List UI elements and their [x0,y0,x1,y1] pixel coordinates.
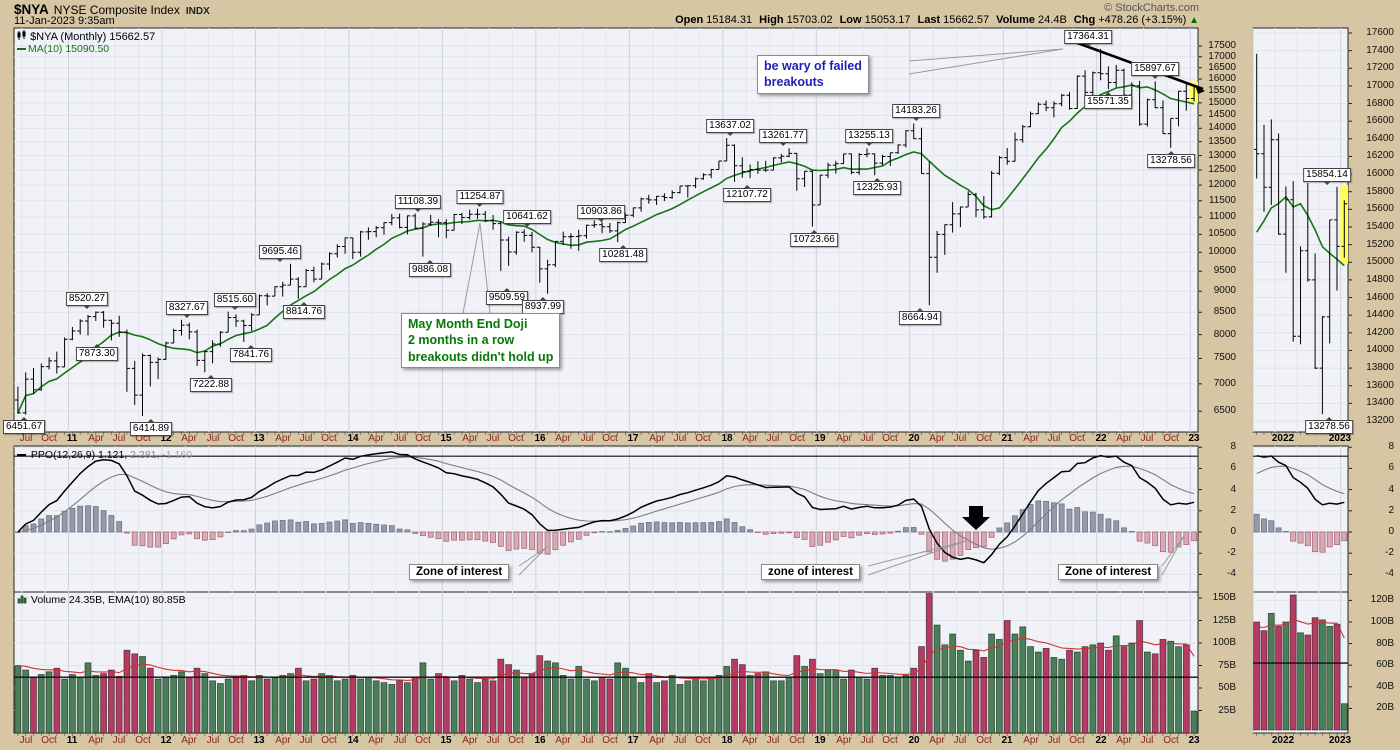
volume-legend: Volume 24.35B, EMA(10) 80.85B [17,594,186,606]
quote-strip: Open 15184.31 High 15703.02 Low 15053.17 La… [668,14,1199,26]
ma10-line [17,84,1195,414]
ppo-hist-value: -1.160 [162,449,193,461]
ohlc-bars [14,48,1198,416]
quote-label-chg: Chg [1073,14,1096,26]
quote-value-volume: 24.4B [1034,14,1067,26]
main-price-plot [14,48,1198,416]
volume-icon [17,595,27,604]
volume-legend-text: Volume 24.35B, [30,594,106,606]
quote-value-last: 15662.57 [940,14,990,26]
index-name: NYSE Composite Index [53,3,180,17]
side-ohlc-bars [1253,53,1348,415]
ppo-line [17,451,1195,564]
copyright: © StockCharts.com [1104,2,1199,14]
ppo-signal-value: 2.281, [130,449,160,461]
ppo-value: 1.121, [98,449,128,461]
main-legend-text: $NYA (Monthly) 15662.57 [30,31,156,43]
quote-label-high: High [759,14,784,26]
change-up-arrow-icon: ▲ [1186,15,1199,26]
side-price-plot [1253,53,1348,415]
quote-value-high: 15703.02 [783,14,833,26]
quote-value-chg: +478.26 (+3.15%) [1095,14,1187,26]
trendline-arrowhead [1195,85,1205,94]
volume-ema-line [17,637,1195,681]
ma-legend-text: MA(10) 15090.50 [28,43,110,55]
quote-label-open: Open [675,14,704,26]
ppo-line-swatch [17,454,26,457]
ppo-legend: PPO(12,26,9) 1.121, 2.281, -1.160 [17,449,192,461]
ma-line-swatch [17,48,26,51]
quote-value-open: 15184.31 [703,14,753,26]
main-legend: $NYA (Monthly) 15662.57 [17,30,155,43]
side-volume-plot [1253,594,1348,731]
down-arrow-annotation [962,506,990,530]
main-ppo-plot [14,451,1198,564]
candlestick-icon [17,30,26,40]
header-title: $NYA NYSE Composite Index INDX [14,2,210,17]
quote-label-volume: Volume [996,14,1035,26]
main-volume-plot [14,593,1198,733]
ma-legend: MA(10) 15090.50 [17,43,109,55]
ppo-legend-name: PPO(12,26,9) [30,449,96,461]
volume-ema-text: EMA(10) 80.85B [107,594,186,606]
symbol: $NYA [14,2,49,17]
side-ppo-plot [1253,454,1348,553]
chart-datetime: 11-Jan-2023 9:35am [14,15,115,27]
quote-label-last: Last [917,14,941,26]
quote-label-low: Low [839,14,862,26]
volume-ema-line [1256,618,1345,639]
ppo-signal-line [1256,465,1345,495]
exchange-badge: INDX [185,6,210,17]
quote-value-low: 15053.17 [861,14,911,26]
